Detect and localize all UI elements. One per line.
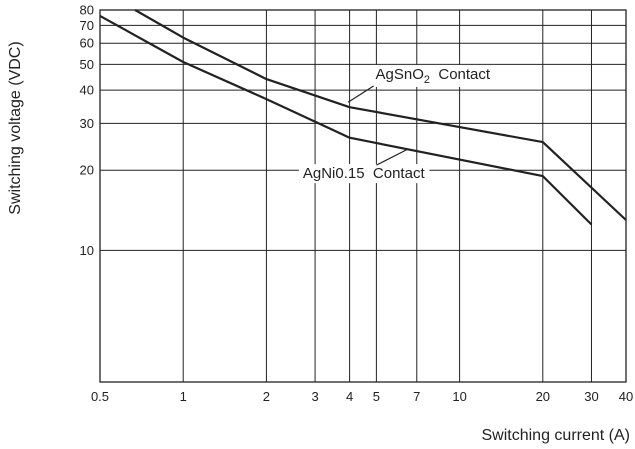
series-line-1 [134, 9, 627, 221]
y-tick-label: 70 [80, 18, 94, 33]
series-label-background [371, 64, 495, 87]
y-tick-label: 80 [80, 3, 94, 18]
y-tick-label: 20 [80, 163, 94, 178]
y-tick-label: 10 [80, 243, 94, 258]
x-tick-label: 10 [452, 389, 466, 404]
x-tick-label: 0.5 [91, 389, 109, 404]
x-tick-label: 5 [373, 389, 380, 404]
x-tick-label: 7 [413, 389, 420, 404]
x-tick-label: 20 [536, 389, 550, 404]
annotation-leader-line [347, 85, 374, 103]
y-tick-label: 50 [80, 57, 94, 72]
x-tick-label: 40 [619, 389, 633, 404]
series-label-background [298, 164, 430, 184]
x-tick-label: 30 [584, 389, 598, 404]
x-tick-label: 4 [346, 389, 353, 404]
annotation-leader-line [376, 148, 409, 166]
series-label-1: AgSnO2 Contact [376, 66, 491, 86]
series-label-2: AgNi0.15 Contact [303, 165, 426, 182]
plot-area [99, 9, 627, 383]
y-tick-label: 60 [80, 36, 94, 51]
y-tick-label: 30 [80, 116, 94, 131]
series-lines [99, 9, 627, 226]
x-tick-label: 3 [311, 389, 318, 404]
series-annotations: AgSnO2 Contact AgNi0.15 Contact [298, 64, 495, 184]
x-axis-label: Switching current (A) [482, 427, 631, 444]
y-axis-label: Switching voltage (VDC) [7, 41, 24, 214]
series-line-2 [99, 14, 593, 226]
x-tick-label: 2 [263, 389, 270, 404]
x-tick-label: 1 [180, 389, 187, 404]
x-axis-ticks: 0.5 1 2 3 4 5 7 10 20 30 40 [91, 389, 633, 404]
y-tick-label: 40 [80, 83, 94, 98]
